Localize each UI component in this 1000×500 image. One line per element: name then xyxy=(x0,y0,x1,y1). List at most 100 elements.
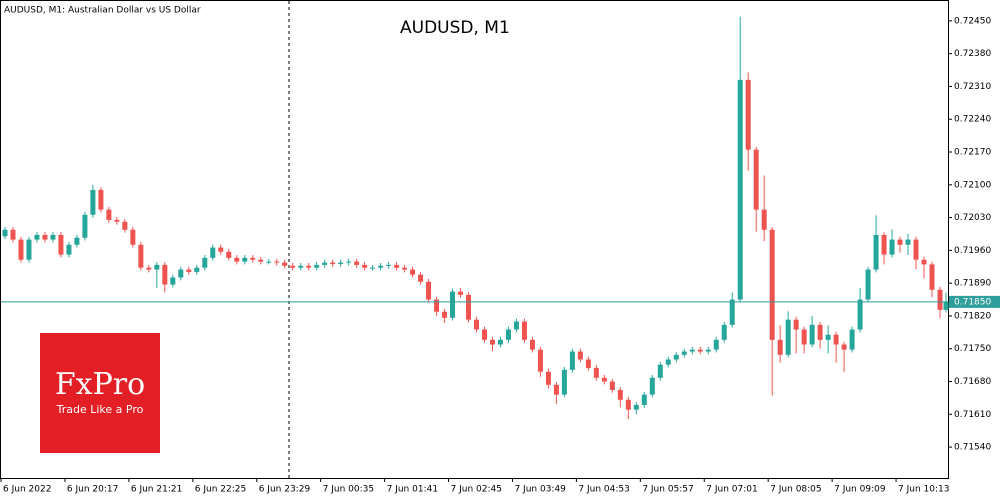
candle-body xyxy=(242,257,248,262)
y-tick-label: 0.71820 xyxy=(954,311,991,321)
candle-body xyxy=(761,209,767,230)
candle-body xyxy=(897,239,903,245)
x-tick-label: 7 Jun 09:09 xyxy=(834,485,886,495)
candle-body xyxy=(314,264,320,268)
candle-body xyxy=(274,261,280,263)
candle-body xyxy=(553,384,559,395)
candle-body xyxy=(258,259,264,262)
candle-body xyxy=(154,264,160,270)
candle-body xyxy=(386,264,392,266)
candle-body xyxy=(130,229,136,245)
candle-body xyxy=(809,324,815,345)
candle-body xyxy=(50,234,56,240)
candle-body xyxy=(138,244,144,268)
candle-body xyxy=(817,324,823,340)
candle-body xyxy=(769,229,775,340)
candle-body xyxy=(857,299,863,330)
candle-body xyxy=(665,359,671,365)
candle-body xyxy=(593,367,599,378)
x-tick-label: 6 Jun 21:21 xyxy=(131,485,182,495)
logo-tagline: Trade Like a Pro xyxy=(56,403,144,416)
candle-body xyxy=(218,247,224,252)
candle-body xyxy=(873,234,879,270)
candle-body xyxy=(74,237,80,245)
candle-body xyxy=(186,269,192,272)
candle-body xyxy=(34,234,40,240)
candle-body xyxy=(26,239,32,260)
candle-body xyxy=(410,269,416,275)
marks xyxy=(2,16,949,419)
y-tick-label: 0.72030 xyxy=(954,213,991,223)
logo-brand: FxPro xyxy=(55,367,145,402)
candle-body xyxy=(601,377,607,382)
candle-body xyxy=(833,334,839,345)
candle-body xyxy=(641,394,647,405)
y-tick-label: 0.71680 xyxy=(954,377,991,387)
candle-body xyxy=(306,265,312,268)
last-price-box xyxy=(949,295,1000,308)
y-tick-label: 0.72380 xyxy=(954,49,991,59)
candle-body xyxy=(2,229,8,237)
candle-body xyxy=(58,234,64,255)
x-tick-label: 7 Jun 10:13 xyxy=(898,485,949,495)
candle-body xyxy=(753,149,759,210)
y-tick-label: 0.72310 xyxy=(954,82,991,92)
candle-body xyxy=(473,319,479,330)
candle-body xyxy=(649,377,655,395)
candle-body xyxy=(633,404,639,410)
x-tick-label: 7 Jun 05:57 xyxy=(642,485,693,495)
candle-body xyxy=(426,281,432,300)
candle-body xyxy=(402,267,408,270)
candle-body xyxy=(777,339,783,355)
candle-body xyxy=(489,339,495,345)
candle-body xyxy=(713,339,719,350)
candle-body xyxy=(513,321,519,330)
candle-body xyxy=(745,79,751,150)
candle-body xyxy=(841,344,847,350)
candle-body xyxy=(913,239,919,260)
candle-body xyxy=(194,267,200,272)
candle-body xyxy=(497,339,503,345)
candle-body xyxy=(849,329,855,350)
candle-body xyxy=(577,351,583,360)
candle-body xyxy=(330,262,336,264)
y-tick-label: 0.71540 xyxy=(954,443,991,453)
candle-body xyxy=(529,339,535,350)
candle-body xyxy=(617,389,623,400)
y-tick-label: 0.71960 xyxy=(954,246,991,256)
candle-body xyxy=(466,294,472,320)
x-tick-label: 7 Jun 03:49 xyxy=(514,485,566,495)
candle-body xyxy=(609,381,615,390)
candle-body xyxy=(146,267,152,270)
candle-body xyxy=(825,334,831,340)
candle-body xyxy=(881,234,887,255)
candle-body xyxy=(569,351,575,370)
candle-body xyxy=(625,399,631,410)
x-tick-label: 6 Jun 23:29 xyxy=(259,485,311,495)
candle-body xyxy=(737,79,743,300)
candle-body xyxy=(729,299,735,325)
candle-body xyxy=(458,291,464,295)
candle-body xyxy=(657,364,663,378)
candle-body xyxy=(322,262,328,265)
candle-body xyxy=(354,261,360,265)
candle-body xyxy=(865,269,871,300)
candle-body xyxy=(450,291,456,318)
candle-body xyxy=(585,359,591,368)
logo-box xyxy=(40,333,160,453)
last-price-label: 0.71850 xyxy=(954,297,991,307)
candle-body xyxy=(921,259,927,265)
symbol-info: AUDUSD, M1: Australian Dollar vs US Doll… xyxy=(4,6,201,16)
y-tick-label: 0.71890 xyxy=(954,279,991,289)
candle-body xyxy=(202,257,208,268)
y-tick-label: 0.72240 xyxy=(954,115,991,125)
candle-body xyxy=(705,349,711,352)
candle-body xyxy=(418,274,424,282)
candle-body xyxy=(673,354,679,360)
candle-body xyxy=(10,229,16,240)
candle-body xyxy=(689,349,695,352)
candle-body xyxy=(943,301,949,310)
x-tick-label: 7 Jun 07:01 xyxy=(706,485,757,495)
x-tick-label: 6 Jun 22:25 xyxy=(195,485,246,495)
